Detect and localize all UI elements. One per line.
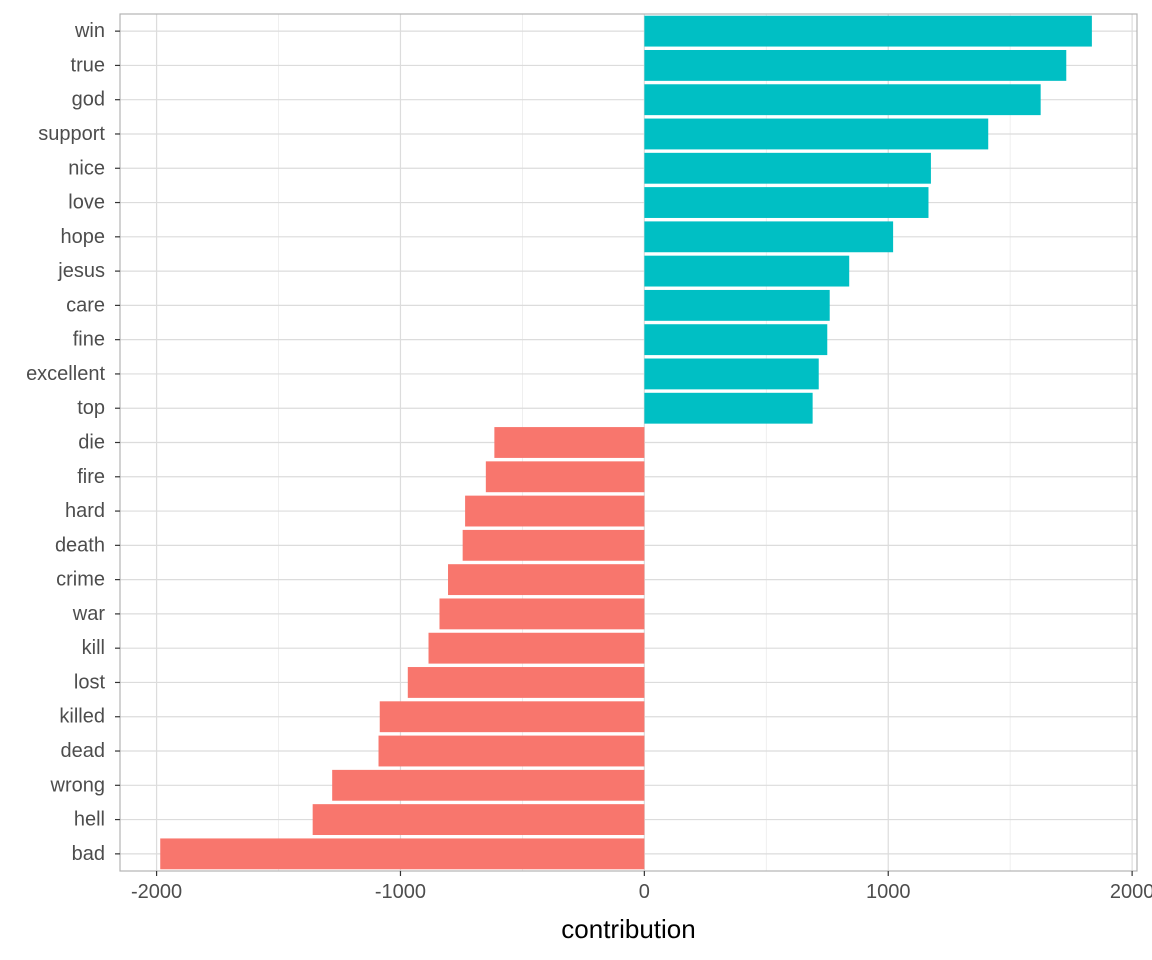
bar-killed: [379, 701, 645, 733]
y-tick-label: crime: [56, 569, 105, 591]
bar-win: [644, 15, 1092, 47]
y-tick-label: nice: [68, 157, 105, 179]
y-tick-label: kill: [82, 637, 105, 659]
bar-god: [644, 84, 1041, 116]
bar-kill: [428, 632, 645, 664]
x-tick-label: 0: [639, 881, 650, 903]
bar-death: [462, 529, 645, 561]
y-tick-label: top: [77, 397, 105, 419]
y-tick-label: jesus: [57, 260, 105, 282]
y-tick-label: dead: [61, 740, 106, 762]
y-tick-label: hope: [61, 226, 106, 248]
y-tick-label: lost: [74, 671, 106, 693]
bar-care: [644, 289, 830, 321]
x-tick-label: 1000: [866, 881, 911, 903]
bar-jesus: [644, 255, 850, 287]
y-tick-label: care: [66, 294, 105, 316]
bar-support: [644, 118, 989, 150]
bar-fine: [644, 324, 828, 356]
y-tick-label: love: [68, 192, 105, 214]
y-tick-label: fine: [73, 329, 105, 351]
y-tick-label: hard: [65, 500, 105, 522]
x-tick-label: -1000: [375, 881, 426, 903]
bar-hell: [312, 804, 645, 836]
bar-war: [439, 598, 645, 630]
x-axis-title: contribution: [561, 914, 695, 944]
bar-crime: [448, 564, 645, 596]
y-tick-label: true: [71, 54, 105, 76]
bar-true: [644, 49, 1067, 81]
bar-dead: [378, 735, 645, 767]
y-tick-label: killed: [59, 706, 105, 728]
x-tick-label: 2000: [1110, 881, 1152, 903]
y-tick-label: death: [55, 534, 105, 556]
bar-lost: [407, 667, 645, 698]
bar-hope: [644, 221, 894, 253]
bar-fire: [485, 461, 645, 493]
y-tick-label: die: [78, 432, 105, 454]
bar-love: [644, 187, 929, 218]
y-tick-label: fire: [77, 466, 105, 488]
bars: [160, 15, 1092, 870]
y-tick-label: win: [74, 20, 105, 42]
bar-die: [494, 427, 645, 458]
bar-hard: [465, 495, 645, 527]
bar-wrong: [332, 769, 645, 801]
y-tick-label: hell: [74, 809, 105, 831]
y-tick-label: war: [72, 603, 106, 625]
bar-top: [644, 392, 813, 424]
x-tick-label: -2000: [131, 881, 182, 903]
x-axis: -2000 -1000 0 1000 2000: [131, 871, 1152, 903]
bar-excellent: [644, 358, 819, 390]
y-tick-label: bad: [72, 843, 105, 865]
y-tick-label: support: [38, 123, 105, 145]
y-tick-label: wrong: [50, 774, 105, 796]
y-tick-label: excellent: [26, 363, 105, 385]
y-axis: win true god support nice love hope jesus care fi…: [26, 20, 120, 865]
bar-bad: [160, 838, 645, 870]
y-tick-label: god: [72, 89, 105, 111]
bar-nice: [644, 152, 931, 184]
